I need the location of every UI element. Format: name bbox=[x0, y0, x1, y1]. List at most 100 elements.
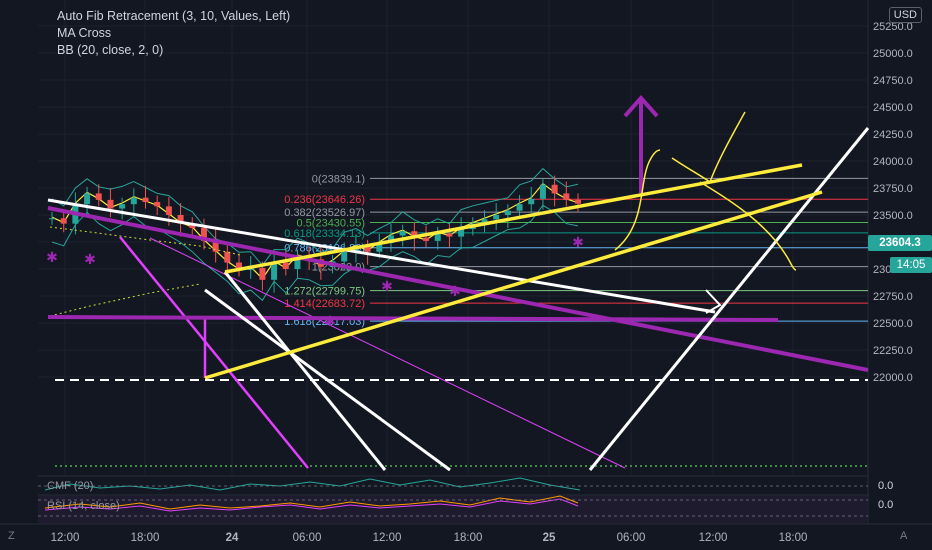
candle-body bbox=[107, 199, 114, 209]
time-tick-label: 25 bbox=[543, 532, 556, 544]
candle-body bbox=[84, 193, 91, 205]
candle-body bbox=[446, 233, 453, 237]
candle-body bbox=[387, 235, 394, 244]
candle-body bbox=[259, 267, 266, 280]
time-tick-label: 24 bbox=[226, 532, 239, 544]
legend-ma-cross[interactable]: MA Cross bbox=[57, 26, 112, 40]
freehand-scribble-top[interactable] bbox=[671, 111, 746, 184]
candle-body bbox=[142, 197, 149, 203]
candle-body bbox=[423, 237, 430, 241]
freehand-scribble-right[interactable] bbox=[699, 181, 797, 271]
candle-body bbox=[575, 199, 581, 204]
candle-body bbox=[341, 251, 348, 262]
price-tick-label: 22250.0 bbox=[873, 345, 913, 357]
white-downtrend-line[interactable] bbox=[47, 198, 716, 314]
candle-body bbox=[236, 262, 243, 271]
yellow-channel-upper[interactable] bbox=[224, 163, 803, 274]
price-tick-label: 24500.0 bbox=[873, 102, 913, 114]
candle-body bbox=[481, 219, 488, 224]
yellow-dotted-ma bbox=[49, 226, 241, 256]
price-tick-label: 22500.0 bbox=[873, 318, 913, 330]
price-axis[interactable]: 25250.0 25000.0 24750.0 24500.0 24250.0 24000… bbox=[873, 21, 913, 384]
purple-up-arrow-head[interactable] bbox=[623, 94, 659, 118]
candle-body bbox=[376, 243, 383, 252]
price-tick-label: 23750.0 bbox=[873, 183, 913, 195]
fib-level-label: 0.618(23334.13) bbox=[284, 228, 365, 240]
candle-body bbox=[563, 193, 570, 200]
candle-body bbox=[130, 197, 137, 205]
rsi-label[interactable]: RSI (14, close) bbox=[47, 500, 120, 512]
candle-body bbox=[60, 218, 67, 224]
time-tick-label: 06:00 bbox=[293, 532, 322, 544]
price-tick-label: 24250.0 bbox=[873, 129, 913, 141]
time-tick-label: 18:00 bbox=[131, 532, 160, 544]
fib-level-label: 0.382(23526.97) bbox=[284, 207, 365, 219]
candle-body bbox=[539, 184, 546, 199]
yellow-channel-lower[interactable] bbox=[204, 190, 823, 380]
price-tick-label: 22000.0 bbox=[873, 372, 913, 384]
cross-marker: ✱ bbox=[324, 314, 336, 330]
rsi-axis-value: 0.0 bbox=[878, 499, 894, 511]
white-arrow-head[interactable] bbox=[705, 289, 722, 314]
fib-level-label: 0.236(23646.26) bbox=[284, 194, 365, 206]
candle-body bbox=[271, 262, 278, 280]
candle-body bbox=[528, 198, 535, 205]
currency-button[interactable]: USD bbox=[888, 7, 922, 23]
candle-body bbox=[154, 202, 161, 207]
cross-marker: ✱ bbox=[572, 235, 584, 251]
candle-body bbox=[516, 204, 523, 211]
candle-body bbox=[411, 231, 418, 238]
fib-level-label: 0(23839.1) bbox=[312, 173, 365, 185]
legend-fib[interactable]: Auto Fib Retracement (3, 10, Values, Lef… bbox=[57, 9, 291, 23]
time-tick-label: 12:00 bbox=[699, 532, 728, 544]
yellow-dotted-ma-2 bbox=[49, 283, 201, 317]
white-decline-line[interactable] bbox=[204, 288, 451, 472]
bb-lower bbox=[51, 204, 579, 302]
candle-body bbox=[282, 262, 289, 269]
grid bbox=[38, 0, 868, 476]
freehand-scribble-left[interactable] bbox=[614, 149, 661, 251]
countdown-tag: 14:05 bbox=[890, 257, 932, 273]
cross-marker: ✱ bbox=[381, 279, 393, 295]
auto-scale-button[interactable]: A bbox=[900, 530, 908, 542]
candle-body bbox=[294, 256, 301, 269]
cmf-axis-value: 0.0 bbox=[878, 480, 894, 492]
candle-body bbox=[177, 215, 184, 224]
fib-level-label: 1.414(22683.72) bbox=[284, 298, 365, 310]
left-toolbar bbox=[0, 0, 38, 550]
candle-body bbox=[95, 193, 102, 200]
candle-body bbox=[504, 210, 511, 215]
candle-body bbox=[212, 240, 219, 252]
candle-body bbox=[200, 227, 207, 241]
candle-body bbox=[224, 251, 231, 263]
cross-marker: ✱ bbox=[449, 284, 461, 300]
price-tick-label: 25250.0 bbox=[873, 21, 913, 33]
cmf-label[interactable]: CMF (20) bbox=[47, 480, 94, 492]
candle-body bbox=[458, 229, 465, 237]
candle-body bbox=[399, 231, 406, 236]
purple-downtrend-line[interactable] bbox=[47, 206, 869, 372]
time-axis[interactable]: 12:00 18:00 24 06:00 12:00 18:00 25 06:00 12:00 1… bbox=[51, 532, 808, 544]
price-tick-label: 24000.0 bbox=[873, 156, 913, 168]
candle-body bbox=[165, 206, 172, 215]
last-price-tag: 23604.3 bbox=[868, 235, 932, 251]
legend-bb[interactable]: BB (20, close, 2, 0) bbox=[57, 43, 164, 57]
time-tick-label: 18:00 bbox=[779, 532, 808, 544]
rsi-line-a bbox=[44, 495, 579, 510]
magenta-trend-line-steep[interactable] bbox=[119, 236, 309, 469]
purple-horizontal-line[interactable] bbox=[47, 315, 779, 322]
time-tick-label: 12:00 bbox=[51, 532, 80, 544]
white-uptrend-line[interactable] bbox=[588, 127, 870, 471]
candle-body bbox=[119, 204, 126, 209]
fib-level-label: 1.272(22799.75) bbox=[284, 286, 365, 298]
candle-body bbox=[189, 223, 196, 228]
zoom-button[interactable]: Z bbox=[8, 530, 15, 542]
price-tick-label: 25000.0 bbox=[873, 48, 913, 60]
candle-body bbox=[434, 233, 441, 241]
white-decline-line-2[interactable] bbox=[223, 271, 387, 471]
price-tick-label: 24750.0 bbox=[873, 75, 913, 87]
candle-body bbox=[49, 218, 55, 220]
ma-cross-markers: ✱ ✱ ✱ ✱ ✱ ✱ bbox=[46, 235, 584, 330]
